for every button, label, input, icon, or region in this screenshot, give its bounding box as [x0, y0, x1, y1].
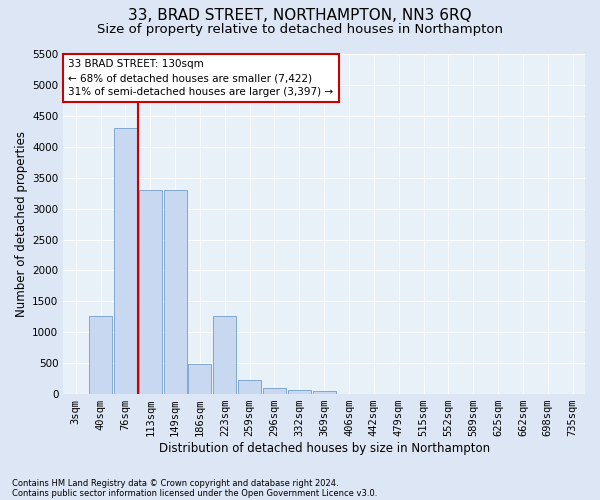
Y-axis label: Number of detached properties: Number of detached properties: [15, 131, 28, 317]
Bar: [164, 190, 187, 394]
Bar: [89, 316, 112, 394]
Bar: [288, 390, 311, 394]
Text: Size of property relative to detached houses in Northampton: Size of property relative to detached ho…: [97, 22, 503, 36]
Bar: [214, 316, 236, 394]
Text: Contains HM Land Registry data © Crown copyright and database right 2024.: Contains HM Land Registry data © Crown c…: [12, 478, 338, 488]
Text: 33 BRAD STREET: 130sqm
← 68% of detached houses are smaller (7,422)
31% of semi-: 33 BRAD STREET: 130sqm ← 68% of detached…: [68, 59, 334, 97]
Bar: [139, 190, 161, 394]
Bar: [313, 391, 335, 394]
Text: Contains public sector information licensed under the Open Government Licence v3: Contains public sector information licen…: [12, 488, 377, 498]
Bar: [238, 380, 261, 394]
X-axis label: Distribution of detached houses by size in Northampton: Distribution of detached houses by size …: [158, 442, 490, 455]
Bar: [263, 388, 286, 394]
Bar: [188, 364, 211, 394]
Text: 33, BRAD STREET, NORTHAMPTON, NN3 6RQ: 33, BRAD STREET, NORTHAMPTON, NN3 6RQ: [128, 8, 472, 22]
Bar: [114, 128, 137, 394]
